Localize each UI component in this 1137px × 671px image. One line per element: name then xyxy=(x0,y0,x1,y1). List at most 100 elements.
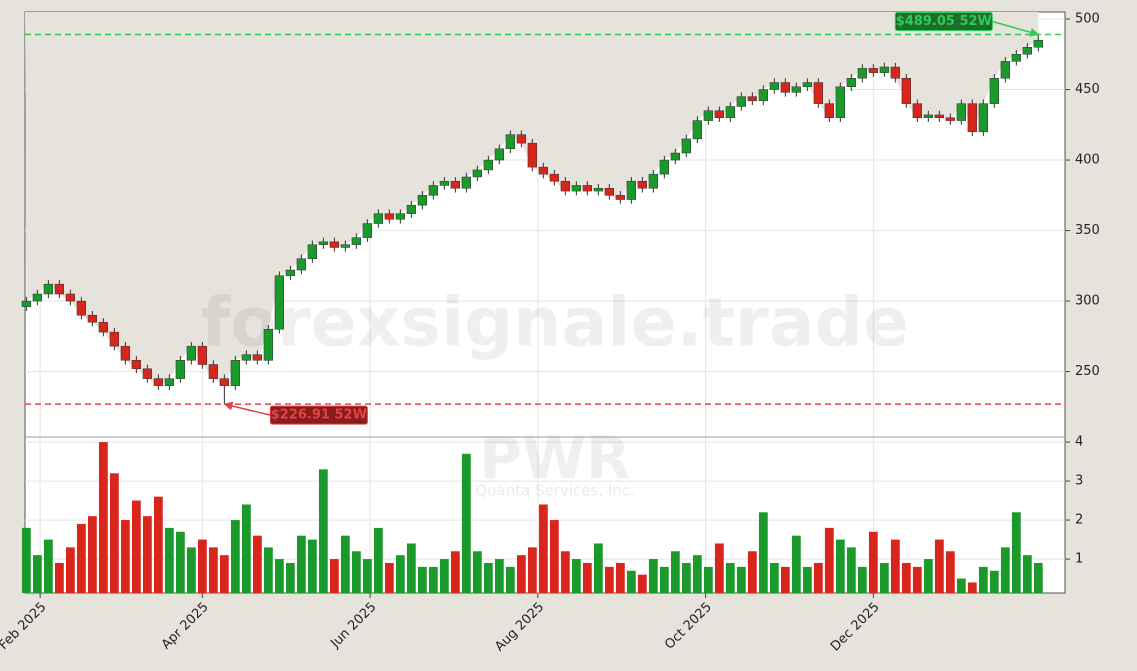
candle-body xyxy=(208,364,219,379)
volume-bar xyxy=(604,566,614,593)
volume-bar xyxy=(417,566,427,593)
volume-bar xyxy=(142,516,152,593)
volume-bar xyxy=(263,547,273,593)
y-tick-label: 2 xyxy=(1075,513,1083,528)
x-tick-label: Apr 2025 xyxy=(159,600,212,653)
candle-body xyxy=(428,185,439,196)
volume-bar xyxy=(956,578,966,593)
candle-body xyxy=(1033,39,1043,48)
volume-bar xyxy=(21,527,31,593)
candle-body xyxy=(142,368,153,379)
candle-body xyxy=(835,86,845,119)
annotation-arrow xyxy=(992,20,1040,37)
candle-body xyxy=(120,345,131,361)
y-tick-label: 250 xyxy=(1075,364,1100,379)
volume-bar xyxy=(1033,562,1043,593)
volume-bar xyxy=(967,582,977,593)
volume-bar xyxy=(54,562,64,593)
volume-bar xyxy=(340,535,350,593)
y-tick-label: 350 xyxy=(1075,223,1100,238)
volume-bar xyxy=(989,570,999,593)
candle-body xyxy=(945,117,955,121)
volume-bar xyxy=(516,555,526,593)
volume-bar xyxy=(703,566,713,593)
candle-body xyxy=(461,176,472,189)
volume-bar xyxy=(65,547,75,593)
candle-body xyxy=(703,110,713,121)
volume-bar xyxy=(835,539,845,593)
volume-bar xyxy=(593,543,603,593)
volume-bar xyxy=(329,559,339,593)
volume-bar xyxy=(549,520,559,593)
candle-body xyxy=(153,378,164,386)
candle-body xyxy=(989,78,999,104)
candle-body xyxy=(483,159,494,171)
volume-bar xyxy=(219,555,229,593)
volume-bar xyxy=(153,496,163,593)
candle-body xyxy=(296,258,307,271)
volume-bar xyxy=(472,551,482,593)
volume-bar xyxy=(571,559,581,593)
candle-body xyxy=(87,314,98,323)
volume-bar xyxy=(912,566,922,593)
candle-body xyxy=(263,329,274,361)
volume-bar xyxy=(362,559,372,593)
volume-bar xyxy=(824,527,834,593)
candle-body xyxy=(780,82,790,93)
volume-bar xyxy=(483,562,493,593)
candle-body xyxy=(747,96,757,102)
volume-bar xyxy=(1022,555,1032,593)
volume-bar xyxy=(43,539,53,593)
volume-bar xyxy=(780,566,790,593)
candle-body xyxy=(901,78,911,104)
candle-body xyxy=(802,82,812,87)
candle-body xyxy=(274,275,285,330)
volume-bar xyxy=(197,539,207,593)
y-tick-label: 400 xyxy=(1075,153,1100,168)
candle-body xyxy=(1000,61,1010,79)
volume-bar xyxy=(857,566,867,593)
candle-body xyxy=(648,173,658,189)
candle-body xyxy=(197,345,208,365)
volume-bar xyxy=(87,516,97,593)
volume-bar xyxy=(494,559,504,593)
volume-bar xyxy=(626,570,636,593)
y-tick-label: 450 xyxy=(1075,82,1100,97)
volume-bar xyxy=(98,442,108,593)
volume-bar xyxy=(714,543,724,593)
candle-body xyxy=(131,360,142,370)
candle-body xyxy=(714,110,724,119)
x-tick-label: Jun 2025 xyxy=(327,600,379,652)
volume-bar xyxy=(505,566,515,593)
price-area xyxy=(25,12,1039,386)
volume-bar xyxy=(395,555,405,593)
candle-body xyxy=(813,82,823,104)
candle-body xyxy=(670,152,680,161)
volume-bar xyxy=(945,551,955,593)
volume-bar xyxy=(428,566,438,593)
volume-bar xyxy=(120,520,130,593)
volume-bar xyxy=(186,547,196,593)
candle-body xyxy=(285,269,296,276)
volume-bar xyxy=(318,469,328,593)
volume-bar xyxy=(582,562,592,593)
candle-body xyxy=(230,360,241,386)
company-watermark: Quanta Services, Inc. xyxy=(475,482,635,500)
candle-body xyxy=(758,89,768,102)
volume-bar xyxy=(252,535,262,593)
volume-bar xyxy=(450,551,460,593)
candle-body xyxy=(967,103,977,133)
candle-body xyxy=(736,96,746,107)
volume-bar xyxy=(384,562,394,593)
y-tick-label: 3 xyxy=(1075,474,1083,489)
candle-body xyxy=(978,103,988,133)
candle-body xyxy=(890,66,900,79)
volume-bar xyxy=(725,562,735,593)
candle-body xyxy=(659,159,669,175)
volume-bar xyxy=(736,566,746,593)
volume-bar xyxy=(890,539,900,593)
candle-body xyxy=(549,173,559,182)
candle-body xyxy=(846,78,856,87)
volume-bar xyxy=(615,562,625,593)
annotation-label: $489.05 52W xyxy=(896,14,992,29)
